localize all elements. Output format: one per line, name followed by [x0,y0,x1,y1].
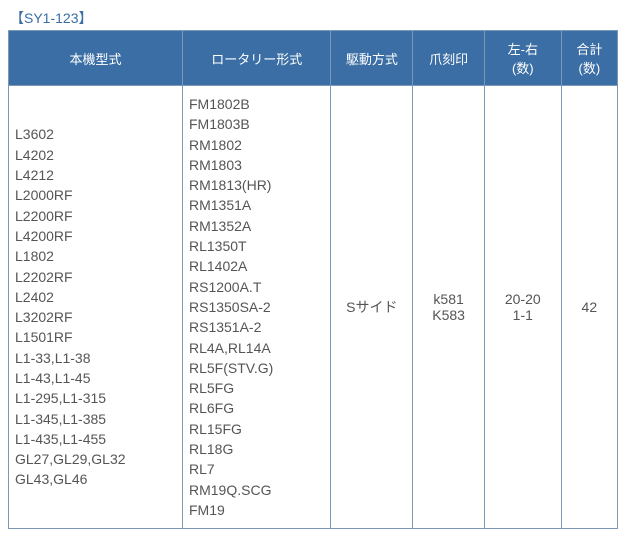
list-item: RL15FG [189,419,324,439]
list-item: RL6FG [189,398,324,418]
col-header-lr: 左-右 (数) [484,31,561,86]
list-item: RL1350T [189,236,324,256]
header-row: 本機型式 ロータリー形式 駆動方式 爪刻印 左-右 (数) 合計 (数) [9,31,618,86]
col-header-total: 合計 (数) [561,31,617,86]
list-item: RL5FG [189,378,324,398]
list-item: L3202RF [15,307,176,327]
cell-machine-models: L3602L4202L4212L2000RFL2200RFL4200RFL180… [9,86,183,529]
list-item: RL18G [189,439,324,459]
cell-lr: 20-20 1-1 [484,86,561,529]
list-item: RM1351A [189,195,324,215]
col-header-claw: 爪刻印 [413,31,485,86]
list-item: L1-435,L1-455 [15,429,176,449]
list-item: L2200RF [15,206,176,226]
list-item: L1-295,L1-315 [15,388,176,408]
list-item: GL43,GL46 [15,469,176,489]
list-item: RS1200A.T [189,277,324,297]
list-item: GL27,GL29,GL32 [15,449,176,469]
col-header-rotary: ロータリー形式 [183,31,331,86]
list-item: L4202 [15,145,176,165]
list-item: RS1350SA-2 [189,297,324,317]
list-item: FM19 [189,500,324,520]
list-item: RM1813(HR) [189,175,324,195]
list-item: L1-345,L1-385 [15,409,176,429]
table-caption: 【SY1-123】 [8,8,619,28]
list-item: RL7 [189,459,324,479]
list-item: RS1351A-2 [189,317,324,337]
table-row: L3602L4202L4212L2000RFL2200RFL4200RFL180… [9,86,618,529]
cell-total: 42 [561,86,617,529]
list-item: L1-33,L1-38 [15,348,176,368]
list-item: RM1352A [189,216,324,236]
list-item: RL4A,RL14A [189,338,324,358]
list-item: L4200RF [15,226,176,246]
list-item: L2000RF [15,185,176,205]
col-header-machine: 本機型式 [9,31,183,86]
cell-rotary-types: FM1802BFM1803BRM1802RM1803RM1813(HR)RM13… [183,86,331,529]
list-item: RM1803 [189,155,324,175]
list-item: L2402 [15,287,176,307]
list-item: L1501RF [15,327,176,347]
col-header-drive: 駆動方式 [331,31,413,86]
list-item: RM19Q.SCG [189,480,324,500]
list-item: L4212 [15,165,176,185]
list-item: RL5F(STV.G) [189,358,324,378]
list-item: L1-43,L1-45 [15,368,176,388]
list-item: RL1402A [189,256,324,276]
list-item: L2202RF [15,267,176,287]
list-item: L1802 [15,246,176,266]
spec-table: 本機型式 ロータリー形式 駆動方式 爪刻印 左-右 (数) 合計 (数) L36… [8,30,618,529]
cell-claw: k581 K583 [413,86,485,529]
list-item: FM1802B [189,94,324,114]
list-item: FM1803B [189,114,324,134]
list-item: L3602 [15,124,176,144]
list-item: RM1802 [189,135,324,155]
cell-drive: Sサイド [331,86,413,529]
